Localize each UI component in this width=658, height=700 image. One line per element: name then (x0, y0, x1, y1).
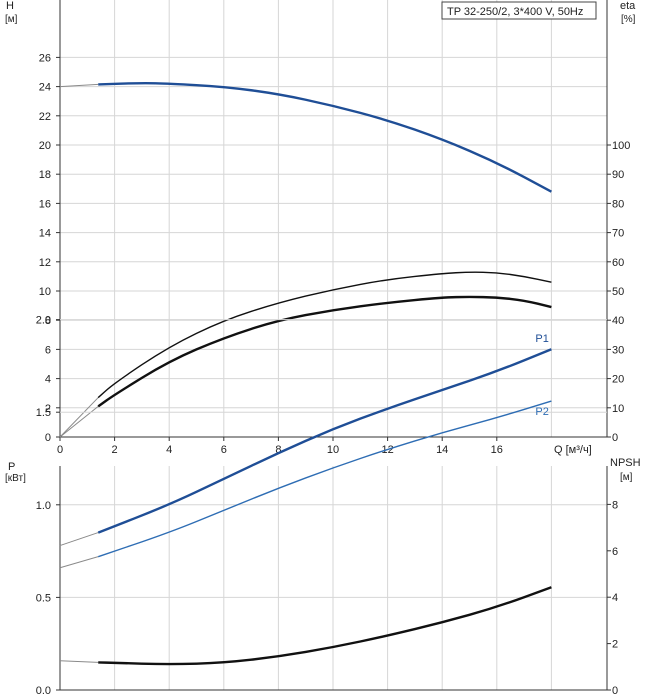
left-axis-title: H (6, 0, 14, 12)
series-extension-line (59, 83, 99, 88)
left-tick-label: 18 (39, 169, 51, 181)
series-extension-line (59, 660, 99, 663)
right-tick-label: 70 (612, 228, 624, 240)
x-tick-label: 8 (275, 444, 281, 456)
left-tick-label: 8 (45, 315, 51, 327)
x-tick-label: 6 (221, 444, 227, 456)
left-tick-label: 2 (45, 403, 51, 415)
left-tick-label: 0 (45, 432, 51, 444)
series-line (97, 271, 552, 399)
left-tick-label: 0.5 (36, 592, 51, 604)
left-tick-label: 2.0 (36, 315, 51, 327)
chart-title-frame (441, 1, 597, 20)
left-tick-label: 4 (45, 374, 51, 386)
x-tick-label: 0 (57, 444, 63, 456)
right-tick-label: 10 (612, 403, 624, 415)
left-axis-unit: [кВт] (5, 473, 26, 484)
series-line (98, 586, 552, 666)
right-tick-label: 20 (612, 374, 624, 386)
right-tick-label: 2 (612, 639, 618, 651)
right-tick-label: 40 (612, 315, 624, 327)
series-label: P1 (535, 333, 548, 345)
left-tick-label: 16 (39, 198, 51, 210)
series-extension-line (59, 397, 99, 438)
x-tick-label: 2 (112, 444, 118, 456)
right-tick-label: 100 (612, 140, 630, 152)
series-line (98, 81, 552, 193)
left-tick-label: 10 (39, 286, 51, 298)
series-line (97, 295, 552, 408)
x-tick-label: 14 (436, 444, 448, 456)
right-tick-label: 0 (612, 432, 618, 444)
left-tick-label: 26 (39, 52, 51, 64)
left-tick-label: 22 (39, 111, 51, 123)
x-tick-label: 4 (166, 444, 172, 456)
left-tick-label: 6 (45, 344, 51, 356)
left-tick-label: 1.5 (36, 407, 51, 419)
chart-title: TP 32-250/2, 3*400 V, 50Hz (447, 6, 583, 18)
chart-title-box: TP 32-250/2, 3*400 V, 50Hz (441, 1, 597, 20)
right-tick-label: 6 (612, 546, 618, 558)
right-axis-unit: [%] (621, 14, 636, 25)
left-tick-label: 14 (39, 228, 51, 240)
x-axis-label: Q [м³/ч] (554, 444, 592, 456)
left-axis-unit: [м] (5, 14, 18, 25)
right-axis-unit: [м] (620, 472, 633, 483)
series-extension-line (59, 556, 99, 569)
left-tick-label: 24 (39, 82, 51, 94)
right-tick-label: 60 (612, 257, 624, 269)
series-label: P2 (535, 406, 548, 418)
right-tick-label: 4 (612, 592, 618, 604)
right-tick-label: 50 (612, 286, 624, 298)
left-tick-label: 1.0 (36, 500, 51, 512)
right-tick-label: 0 (612, 685, 618, 697)
left-tick-label: 20 (39, 140, 51, 152)
series-line (97, 400, 552, 558)
power-npsh-panel: 0.0 0.5 1.0 1.5 2.0 0 2 4 6 8 P[кВт] NPSH [м] P1 P2 (5, 315, 641, 697)
right-tick-label: 30 (612, 344, 624, 356)
series-extension-line (59, 532, 99, 547)
series-line (97, 348, 552, 534)
left-tick-label: 12 (39, 257, 51, 269)
right-axis-title: eta (620, 0, 636, 12)
left-tick-label: 0.0 (36, 685, 51, 697)
x-tick-label: 16 (491, 444, 503, 456)
head-efficiency-panel: 0246810121416182022242601020304050607080… (5, 0, 636, 456)
right-tick-label: 90 (612, 169, 624, 181)
right-tick-label: 80 (612, 198, 624, 210)
right-axis-title: NPSH (610, 457, 641, 469)
left-axis-title: P (8, 461, 15, 473)
x-tick-label: 10 (327, 444, 339, 456)
right-tick-label: 8 (612, 499, 618, 511)
series-extension-line (59, 405, 99, 438)
